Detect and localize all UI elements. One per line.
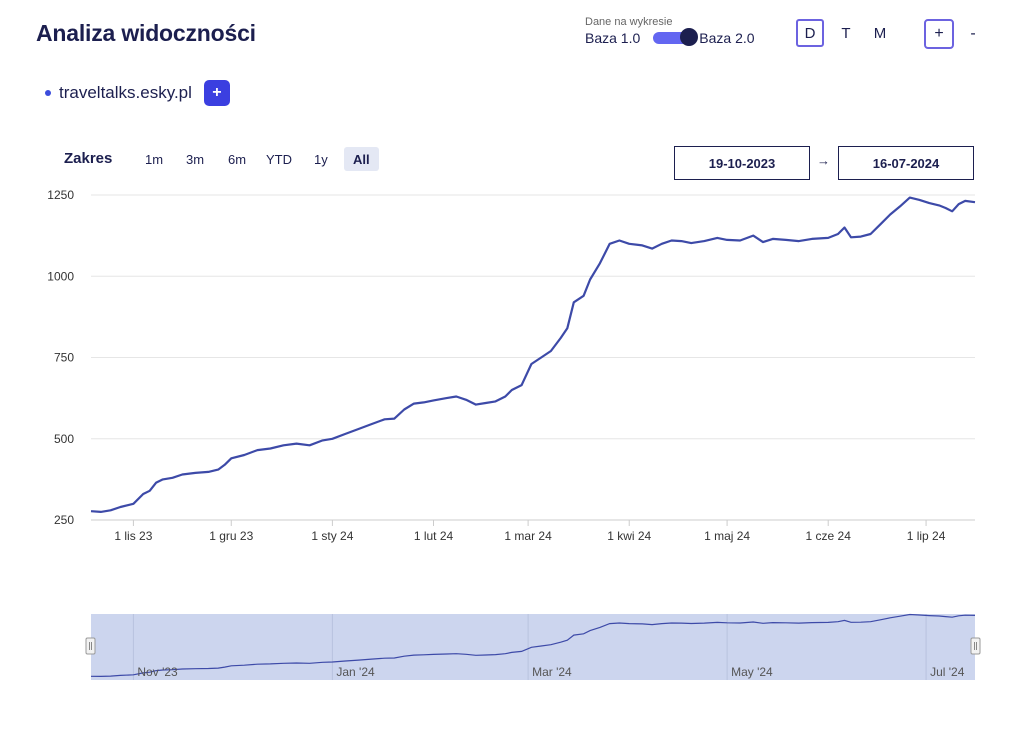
x-tick-label: 1 lis 23 xyxy=(114,529,152,543)
domain-name[interactable]: traveltalks.esky.pl xyxy=(59,83,192,102)
x-tick-label: 1 lip 24 xyxy=(907,529,946,543)
chart-grid xyxy=(91,194,975,440)
navigator-handle-right[interactable] xyxy=(970,637,981,655)
range-label: Zakres xyxy=(64,150,113,167)
base-switch[interactable] xyxy=(653,28,699,46)
navigator-series-line xyxy=(90,613,976,678)
navigator: Nov '23 Jan '24 Mar '24 May '24 Jul '24 xyxy=(85,613,981,680)
series-line xyxy=(90,196,976,513)
y-axis-labels: 250 500 750 1000 1250 xyxy=(47,188,74,527)
x-tick-label: 1 cze 24 xyxy=(806,529,852,543)
switch-knob[interactable] xyxy=(680,28,699,46)
range-ytd-button[interactable]: YTD xyxy=(266,151,292,167)
range-3m-button[interactable]: 3m xyxy=(186,151,205,167)
x-tick-label: 1 lut 24 xyxy=(414,529,454,543)
y-tick-label: 1250 xyxy=(47,188,74,202)
range-1y-button[interactable]: 1y xyxy=(314,151,328,167)
navigator-label: May '24 xyxy=(731,665,773,679)
y-tick-label: 250 xyxy=(54,513,74,527)
period-week-button[interactable]: T xyxy=(832,19,860,47)
x-tick-label: 1 maj 24 xyxy=(704,529,750,543)
date-to-input[interactable]: 16-07-2024 xyxy=(838,146,974,180)
navigator-label: Mar '24 xyxy=(532,665,572,679)
domain-legend: traveltalks.esky.pl + xyxy=(45,80,230,106)
date-from-input[interactable]: 19-10-2023 xyxy=(674,146,810,180)
base-1-label: Baza 1.0 xyxy=(585,30,641,46)
y-tick-label: 750 xyxy=(54,351,74,365)
navigator-handle-left[interactable] xyxy=(85,637,96,655)
page-title: Analiza widoczności xyxy=(36,20,256,46)
base-2-label: Baza 2.0 xyxy=(699,30,755,46)
zoom-out-button[interactable]: - xyxy=(970,25,976,42)
x-axis-ticks: 1 lis 23 1 gru 23 1 sty 24 1 lut 24 1 mar 24… xyxy=(114,520,946,543)
period-month-button[interactable]: M xyxy=(866,19,894,47)
series-dot-icon xyxy=(45,90,51,96)
x-tick-label: 1 sty 24 xyxy=(311,529,353,543)
navigator-label: Jan '24 xyxy=(336,665,375,679)
base-caption: Dane na wykresie xyxy=(585,16,673,28)
add-domain-button[interactable]: + xyxy=(203,80,230,106)
navigator-label: Nov '23 xyxy=(137,665,178,679)
range-6m-button[interactable]: 6m xyxy=(228,151,247,167)
x-tick-label: 1 kwi 24 xyxy=(607,529,651,543)
date-arrow-icon: → xyxy=(817,153,830,168)
y-tick-label: 1000 xyxy=(47,269,74,283)
navigator-grid xyxy=(132,614,927,680)
range-all-button[interactable]: All xyxy=(344,147,379,171)
x-tick-label: 1 gru 23 xyxy=(209,529,253,543)
zoom-in-button[interactable]: + xyxy=(924,19,954,49)
navigator-label: Jul '24 xyxy=(930,665,965,679)
range-1m-button[interactable]: 1m xyxy=(145,151,164,167)
data-base-toggle: Dane na wykresie Baza 1.0 Baza 2.0 xyxy=(585,16,755,46)
y-tick-label: 500 xyxy=(54,432,74,446)
period-day-button[interactable]: D xyxy=(796,19,824,47)
x-tick-label: 1 mar 24 xyxy=(504,529,552,543)
navigator-labels: Nov '23 Jan '24 Mar '24 May '24 Jul '24 xyxy=(137,665,964,679)
